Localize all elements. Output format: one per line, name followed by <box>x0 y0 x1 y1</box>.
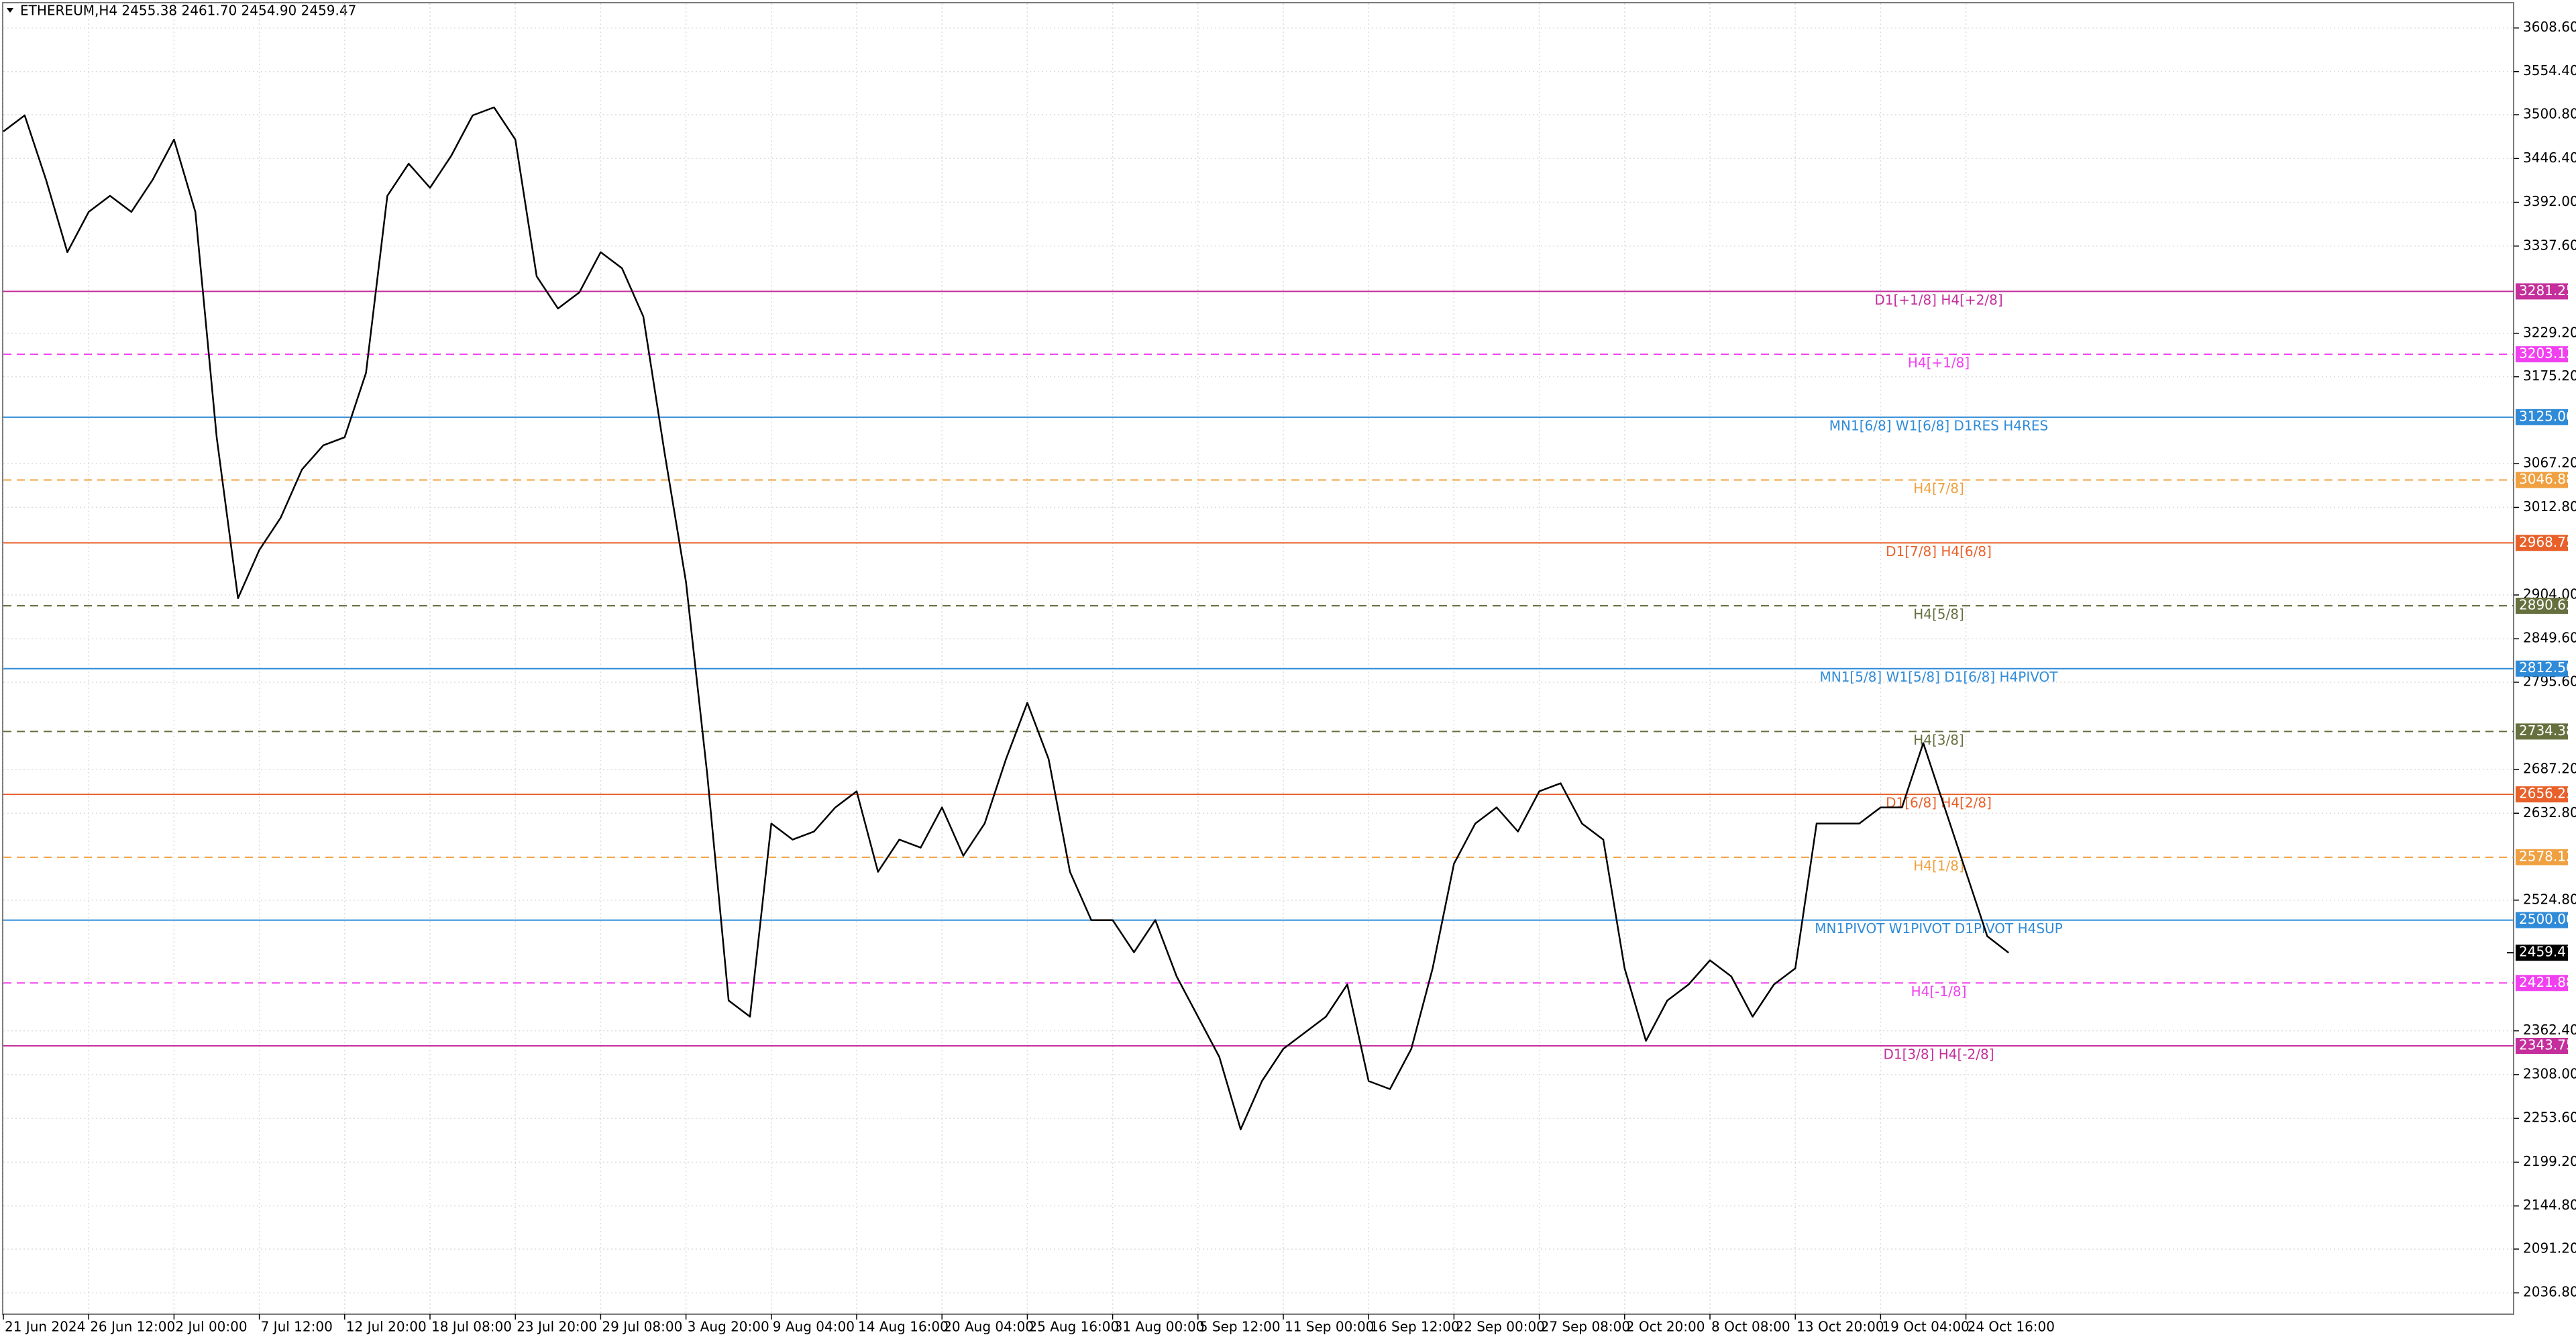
y-tick-label: 3175.20 <box>2523 368 2576 384</box>
price-tag-label: 2656.25 <box>2519 786 2575 802</box>
price-tag <box>2516 945 2568 961</box>
price-tag-label: 2578.12 <box>2519 848 2575 864</box>
x-tick-label: 9 Aug 04:00 <box>773 1319 855 1335</box>
price-tag <box>2516 472 2568 488</box>
level-label: H4[3/8] <box>1913 732 1964 748</box>
y-tick-label: 3554.40 <box>2523 62 2576 78</box>
x-tick-label: 3 Aug 20:00 <box>688 1319 769 1335</box>
price-tag <box>2516 409 2568 425</box>
x-tick-label: 8 Oct 08:00 <box>1711 1319 1790 1335</box>
price-tag-label: 3203.12 <box>2519 345 2575 362</box>
x-tick-label: 11 Sep 00:00 <box>1285 1319 1375 1335</box>
y-tick-label: 2849.60 <box>2523 630 2576 646</box>
x-tick-label: 14 Aug 16:00 <box>858 1319 949 1335</box>
level-label: H4[5/8] <box>1913 606 1964 622</box>
x-tick-label: 25 Aug 16:00 <box>1028 1319 1119 1335</box>
plot-frame <box>2 2 2514 1315</box>
price-tag-label: 2343.75 <box>2519 1036 2575 1053</box>
y-tick-label: 3446.40 <box>2523 150 2576 166</box>
price-tag <box>2516 283 2568 300</box>
price-tag <box>2516 346 2568 363</box>
x-tick-label: 7 Jul 12:00 <box>261 1319 333 1335</box>
x-tick-label: 23 Jul 20:00 <box>517 1319 597 1335</box>
price-tag <box>2516 660 2568 677</box>
y-tick-label: 2091.20 <box>2523 1240 2576 1256</box>
level-label: MN1[6/8] W1[6/8] D1RES H4RES <box>1829 417 2048 433</box>
level-label: H4[-1/8] <box>1911 983 1967 1000</box>
x-tick-label: 2 Oct 20:00 <box>1626 1319 1705 1335</box>
x-tick-label: 26 Jun 12:00 <box>90 1319 175 1335</box>
price-tag <box>2516 535 2568 551</box>
x-tick-label: 13 Oct 20:00 <box>1796 1319 1884 1335</box>
y-tick-label: 2524.80 <box>2523 891 2576 907</box>
price-tag <box>2516 912 2568 928</box>
level-label: MN1PIVOT W1PIVOT D1PIVOT H4SUP <box>1815 920 2063 936</box>
price-tag <box>2516 1037 2568 1054</box>
y-tick-label: 2144.80 <box>2523 1197 2576 1213</box>
x-tick-label: 21 Jun 2024 <box>5 1319 85 1335</box>
level-label: D1[7/8] H4[6/8] <box>1886 543 1992 559</box>
x-tick-label: 2 Jul 00:00 <box>175 1319 247 1335</box>
level-label: H4[7/8] <box>1913 480 1964 496</box>
price-tag-label: 3046.88 <box>2519 471 2575 487</box>
y-tick-label: 2253.60 <box>2523 1110 2576 1126</box>
price-tag <box>2516 849 2568 865</box>
y-tick-label: 3067.20 <box>2523 455 2576 471</box>
x-tick-label: 22 Sep 00:00 <box>1455 1319 1545 1335</box>
y-tick-label: 3012.80 <box>2523 498 2576 515</box>
x-tick-label: 29 Jul 08:00 <box>602 1319 682 1335</box>
price-tag-label: 2890.62 <box>2519 596 2575 612</box>
price-tag-label: 2421.88 <box>2519 974 2575 990</box>
x-tick-label: 16 Sep 12:00 <box>1370 1319 1460 1335</box>
level-label: D1[3/8] H4[-2/8] <box>1883 1046 1994 1062</box>
price-tag <box>2516 597 2568 614</box>
y-tick-label: 2687.20 <box>2523 761 2576 777</box>
price-tag <box>2516 786 2568 803</box>
y-tick-label: 2036.80 <box>2523 1284 2576 1300</box>
x-tick-label: 12 Jul 20:00 <box>346 1319 427 1335</box>
level-label: MN1[5/8] W1[5/8] D1[6/8] H4PIVOT <box>1819 669 2058 685</box>
x-tick-label: 24 Oct 16:00 <box>1968 1319 2055 1335</box>
y-tick-label: 2362.40 <box>2523 1022 2576 1038</box>
y-tick-label: 3608.60 <box>2523 19 2576 35</box>
price-tag-label: 2459.47 <box>2519 944 2575 960</box>
y-tick-label: 3229.20 <box>2523 324 2576 340</box>
x-tick-label: 18 Jul 08:00 <box>431 1319 512 1335</box>
x-tick-label: 19 Oct 04:00 <box>1882 1319 1969 1335</box>
price-tag-label: 2968.75 <box>2519 534 2575 550</box>
level-label: H4[1/8] <box>1913 857 1964 873</box>
y-tick-label: 3500.80 <box>2523 106 2576 122</box>
y-tick-label: 3337.60 <box>2523 237 2576 253</box>
price-tag-label: 2734.38 <box>2519 722 2575 739</box>
price-tag <box>2516 975 2568 992</box>
y-tick-label: 2632.80 <box>2523 804 2576 820</box>
y-tick-label: 2199.20 <box>2523 1153 2576 1169</box>
level-label: H4[+1/8] <box>1908 355 1970 371</box>
y-tick-label: 2308.00 <box>2523 1065 2576 1081</box>
price-tag-label: 3125.00 <box>2519 408 2575 424</box>
chart-title: ETHEREUM,H4 2455.38 2461.70 2454.90 2459… <box>20 3 356 19</box>
x-tick-label: 5 Sep 12:00 <box>1199 1319 1281 1335</box>
price-line <box>3 106 2009 1130</box>
x-tick-label: 31 Aug 00:00 <box>1114 1319 1205 1335</box>
price-tag-label: 2812.50 <box>2519 659 2575 676</box>
x-tick-label: 27 Sep 08:00 <box>1541 1319 1631 1335</box>
menu-arrow <box>7 8 13 13</box>
price-tag <box>2516 723 2568 740</box>
x-tick-label: 20 Aug 04:00 <box>943 1319 1034 1335</box>
level-label: D1[+1/8] H4[+2/8] <box>1874 292 2002 308</box>
price-tag-label: 3281.25 <box>2519 282 2575 299</box>
y-tick-label: 2795.60 <box>2523 673 2576 689</box>
price-tag-label: 2500.00 <box>2519 911 2575 927</box>
level-label: D1[6/8] H4[2/8] <box>1886 795 1992 811</box>
y-tick-label: 3392.00 <box>2523 193 2576 209</box>
